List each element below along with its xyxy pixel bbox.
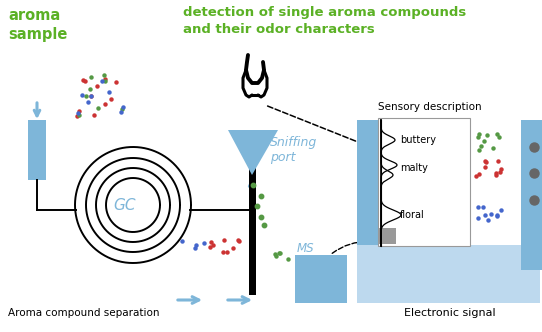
Text: GC: GC xyxy=(114,198,136,212)
Bar xyxy=(357,120,379,272)
Bar xyxy=(249,130,256,295)
Bar xyxy=(378,228,396,244)
Bar xyxy=(295,255,347,303)
Text: buttery: buttery xyxy=(400,135,436,145)
Text: floral: floral xyxy=(400,210,425,220)
Polygon shape xyxy=(228,130,278,175)
Bar xyxy=(378,118,470,246)
Text: Sniffing
port: Sniffing port xyxy=(270,136,317,164)
Text: Aroma compound separation: Aroma compound separation xyxy=(8,308,159,318)
Text: Sensory description: Sensory description xyxy=(378,102,482,112)
Bar xyxy=(357,245,540,303)
Text: Electronic signal: Electronic signal xyxy=(404,308,496,318)
Text: detection of single aroma compounds
and their odor characters: detection of single aroma compounds and … xyxy=(183,6,466,36)
Text: aroma
sample: aroma sample xyxy=(8,8,67,42)
Text: malty: malty xyxy=(400,163,428,173)
Bar xyxy=(521,120,542,270)
Bar xyxy=(28,120,46,180)
Text: MS: MS xyxy=(297,242,314,255)
